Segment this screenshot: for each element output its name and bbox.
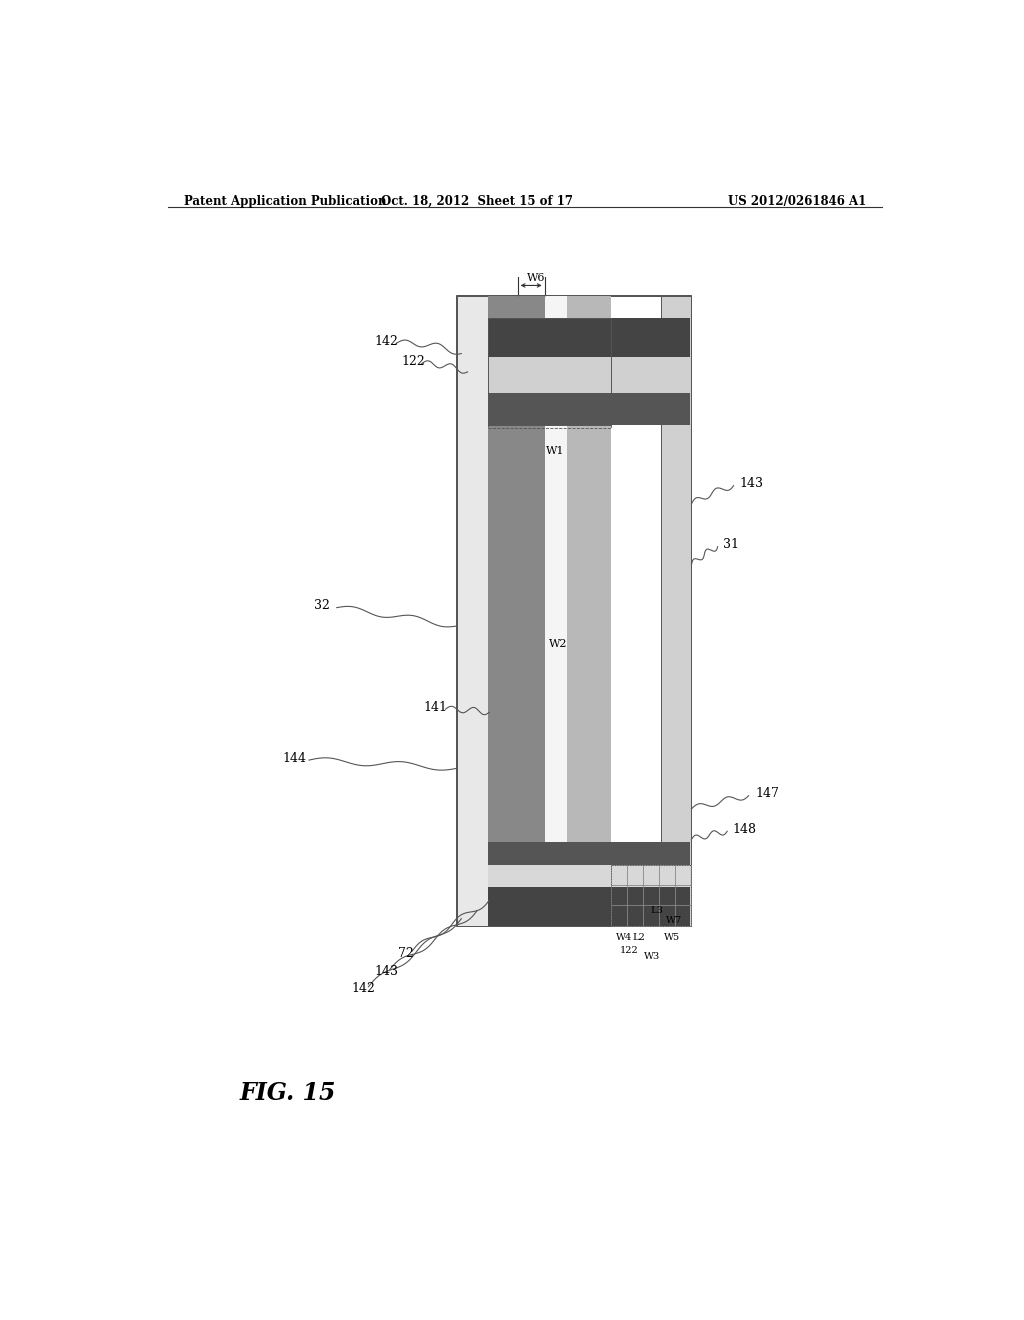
- Bar: [545, 296, 567, 925]
- Text: 142: 142: [374, 335, 398, 348]
- Text: L3: L3: [650, 906, 664, 915]
- Text: 147: 147: [755, 787, 779, 800]
- Text: 143: 143: [739, 477, 763, 490]
- Bar: [487, 296, 545, 925]
- Bar: [487, 842, 690, 865]
- Text: W7: W7: [666, 916, 682, 925]
- Text: 143: 143: [374, 965, 398, 978]
- Text: FIG. 15: FIG. 15: [240, 1081, 336, 1105]
- Text: W3: W3: [644, 952, 660, 961]
- Text: US 2012/0261846 A1: US 2012/0261846 A1: [728, 195, 866, 209]
- Text: 72: 72: [397, 946, 414, 960]
- Bar: [487, 318, 690, 356]
- Bar: [487, 865, 690, 887]
- Text: W2: W2: [549, 639, 567, 649]
- Bar: [487, 887, 690, 925]
- Bar: [567, 296, 610, 925]
- Bar: [458, 296, 691, 925]
- Text: W1: W1: [546, 446, 564, 457]
- Text: 31: 31: [723, 539, 739, 552]
- Bar: [487, 404, 610, 428]
- Bar: [662, 296, 691, 925]
- Text: 144: 144: [283, 751, 307, 764]
- Bar: [487, 393, 690, 425]
- Bar: [487, 318, 610, 425]
- Bar: [610, 865, 691, 925]
- Bar: [458, 296, 487, 925]
- Text: W6: W6: [527, 273, 546, 284]
- Bar: [487, 356, 690, 393]
- Text: W5: W5: [664, 933, 680, 942]
- Text: 148: 148: [733, 822, 757, 836]
- Text: Patent Application Publication: Patent Application Publication: [183, 195, 386, 209]
- Text: 141: 141: [423, 701, 447, 714]
- Text: Oct. 18, 2012  Sheet 15 of 17: Oct. 18, 2012 Sheet 15 of 17: [381, 195, 573, 209]
- Text: W4: W4: [616, 933, 632, 942]
- Text: 122: 122: [401, 355, 426, 368]
- Text: L2: L2: [633, 933, 645, 942]
- Text: 122: 122: [620, 945, 639, 954]
- Text: 32: 32: [314, 599, 331, 612]
- Text: 142: 142: [352, 982, 376, 995]
